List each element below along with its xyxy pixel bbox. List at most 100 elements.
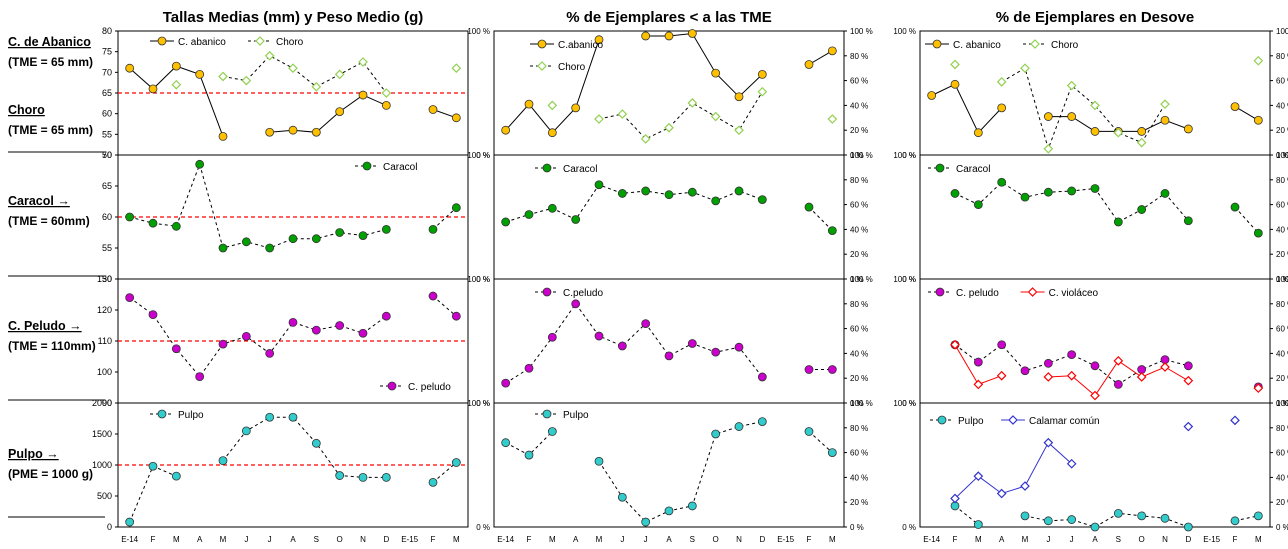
data-point <box>288 234 298 244</box>
y-tick-label: 100 % <box>1276 27 1288 36</box>
data-point <box>125 517 135 527</box>
y-tick-label: 60 % <box>850 325 868 334</box>
y-tick-label-left: 100 % <box>467 151 490 160</box>
series-line <box>432 207 457 230</box>
x-tick-label: M <box>173 535 180 544</box>
data-point <box>265 127 275 137</box>
data-point <box>311 127 321 137</box>
data-point <box>125 63 135 73</box>
x-tick-label: J <box>620 535 624 544</box>
x-tick-label: N <box>360 535 366 544</box>
y-tick-label: 40 % <box>1276 101 1288 110</box>
data-point <box>757 70 767 79</box>
series-pulpo <box>501 417 837 527</box>
x-tick-label: J <box>268 535 272 544</box>
data-point <box>1067 515 1077 524</box>
data-point <box>757 372 767 382</box>
data-point <box>664 506 674 516</box>
y-tick-label: 40 % <box>1276 473 1288 482</box>
data-point <box>950 59 960 70</box>
data-point <box>641 319 651 329</box>
y-tick-label: 40 % <box>850 473 868 482</box>
x-tick-label: E-14 <box>121 535 138 544</box>
data-point <box>1183 375 1194 386</box>
x-tick-label: N <box>1162 535 1168 544</box>
data-point <box>125 212 135 222</box>
data-point <box>542 409 552 419</box>
data-point <box>687 98 698 108</box>
data-point <box>1043 372 1054 382</box>
y-tick-label-left: 100 % <box>467 27 490 36</box>
series-caracol <box>125 159 461 253</box>
data-point <box>241 331 251 341</box>
data-point <box>218 71 228 82</box>
series-line <box>505 184 763 223</box>
data-point <box>996 370 1007 381</box>
data-point <box>1020 366 1030 376</box>
legend-entry: C.abanico <box>530 39 603 51</box>
legend-label: Pulpo <box>563 410 589 421</box>
data-point <box>428 477 438 487</box>
row-label-subtitle: (TME = 110mm) <box>8 339 96 353</box>
x-tick-label: E-14 <box>923 535 940 544</box>
data-point <box>1230 516 1240 526</box>
x-tick-label: A <box>1092 535 1098 544</box>
y-tick-label: 20 % <box>1276 374 1288 383</box>
data-point <box>148 218 158 228</box>
y-tick-label: 60 % <box>1276 449 1288 458</box>
y-tick-label: 0 % <box>850 399 864 408</box>
data-point <box>641 186 651 196</box>
y-tick-label: 100 <box>97 367 112 377</box>
data-point <box>157 36 167 46</box>
y-tick-label-left: 100 % <box>893 399 916 408</box>
data-point <box>1067 186 1077 196</box>
data-point <box>734 186 744 196</box>
data-point <box>617 341 627 351</box>
data-point <box>255 36 265 46</box>
y-tick-label: 60 % <box>850 77 868 86</box>
row-label-title: C. Peludo → <box>8 319 82 333</box>
row-label-title: Pulpo → <box>8 447 59 461</box>
legend-label: Pulpo <box>178 410 204 421</box>
data-point <box>171 61 181 71</box>
y-tick-label: 80 <box>102 26 112 36</box>
y-tick-label: 60 % <box>850 201 868 210</box>
x-tick-label: F <box>807 535 812 544</box>
y-tick-label: 100 % <box>850 399 873 408</box>
data-point <box>594 35 604 45</box>
legend-entry: C. violáceo <box>1020 287 1099 299</box>
data-point <box>973 471 984 482</box>
chart-panel-tallas-abanico-choro: 50 55 60 65 70 75 80 C. abanico Choro <box>102 26 469 160</box>
y-tick-label: 0 % <box>1276 523 1288 532</box>
data-point <box>1113 379 1123 389</box>
data-point <box>265 243 275 253</box>
y-tick-label: 60 <box>102 212 112 222</box>
y-tick-label: 70 <box>102 67 112 77</box>
data-point <box>537 61 547 71</box>
row-label-title: Choro <box>8 103 45 117</box>
data-point <box>1230 415 1240 426</box>
legend-entry: Caracol <box>535 163 597 175</box>
y-tick-label-left: 0 % <box>476 399 490 408</box>
x-tick-label: S <box>314 535 319 544</box>
y-tick-label: 100 % <box>1276 399 1288 408</box>
data-point <box>358 90 368 100</box>
series-caracol <box>501 180 837 236</box>
y-tick-label-left: 0 % <box>476 275 490 284</box>
data-point <box>218 243 228 253</box>
data-point <box>1043 112 1053 121</box>
data-point <box>757 417 767 427</box>
data-point <box>311 81 322 92</box>
legend-label: C.peludo <box>563 288 603 299</box>
x-tick-label: J <box>244 535 248 544</box>
data-point <box>973 128 983 138</box>
legend-entry: C. abanico <box>150 36 226 48</box>
y-tick-label: 60 % <box>850 449 868 458</box>
series-line <box>645 32 763 98</box>
x-tick-label: D <box>383 535 389 544</box>
x-tick-label: F <box>953 535 958 544</box>
y-tick-label: 2000 <box>92 398 112 408</box>
x-tick-label: E-15 <box>1203 535 1220 544</box>
data-point <box>1230 202 1240 212</box>
